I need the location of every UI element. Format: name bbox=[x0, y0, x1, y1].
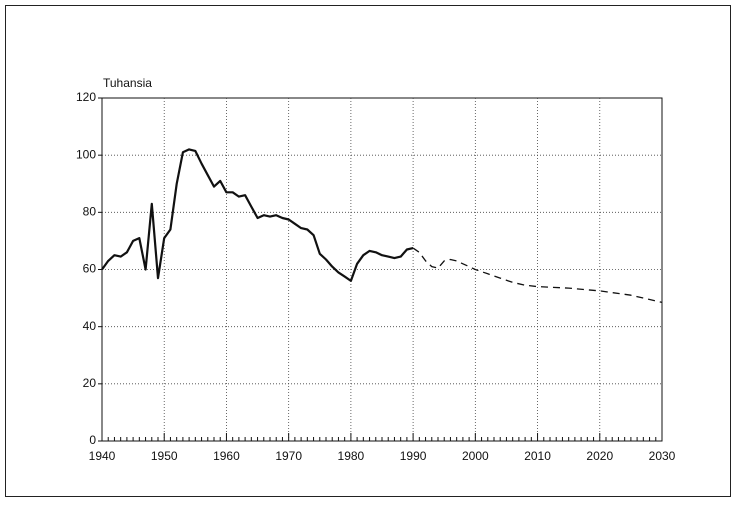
x-tick-label: 2010 bbox=[524, 449, 551, 463]
x-tick-label: 2030 bbox=[649, 449, 676, 463]
y-tick-label: 0 bbox=[89, 433, 96, 447]
x-tick-label: 1970 bbox=[275, 449, 302, 463]
y-axis-label: Tuhansia bbox=[103, 76, 152, 90]
line-series bbox=[101, 148, 414, 282]
x-tick-label: 2000 bbox=[462, 449, 489, 463]
y-tick-label: 80 bbox=[83, 205, 97, 219]
frame bbox=[5, 5, 731, 497]
y-tick-label: 120 bbox=[76, 90, 96, 104]
y-tick-label: 60 bbox=[83, 262, 97, 276]
x-tick-label: 1980 bbox=[338, 449, 365, 463]
y-tick-label: 40 bbox=[83, 319, 97, 333]
x-tick-label: 2020 bbox=[586, 449, 613, 463]
x-tick-label: 1950 bbox=[151, 449, 178, 463]
y-tick-label: 100 bbox=[76, 147, 96, 161]
x-tick-label: 1960 bbox=[213, 449, 240, 463]
line-series bbox=[412, 247, 663, 304]
x-tick-label: 1990 bbox=[400, 449, 427, 463]
x-tick-label: 1940 bbox=[89, 449, 116, 463]
y-tick-label: 20 bbox=[83, 376, 97, 390]
